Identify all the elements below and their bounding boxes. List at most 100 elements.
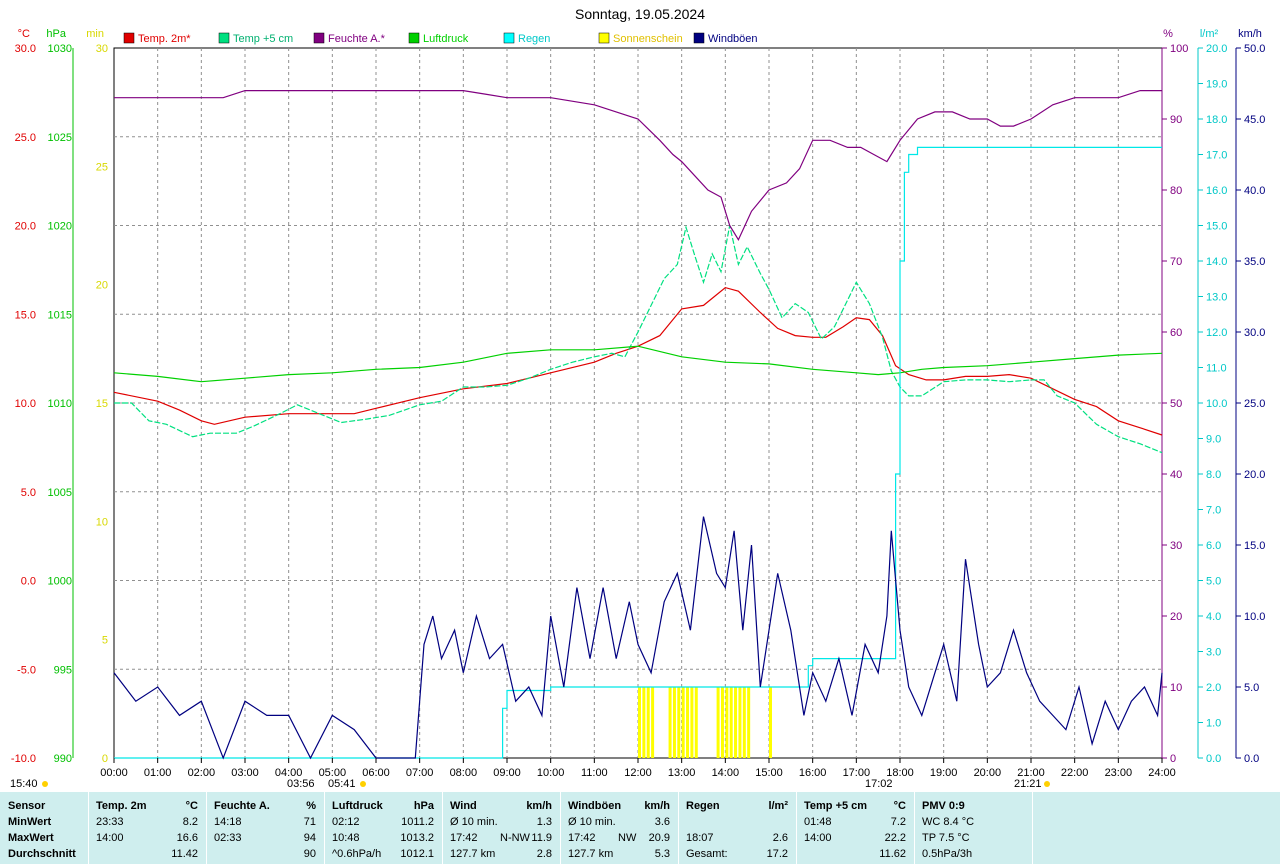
statistics-table: Sensor MinWert MaxWert Durchschnitt Temp… bbox=[0, 792, 1280, 864]
right-axes: 100908070605040302010020.019.018.017.016… bbox=[1161, 43, 1265, 765]
sunshine-bar bbox=[638, 687, 641, 758]
stats-value: 22.2 bbox=[884, 832, 906, 844]
rain-tick-label: 12.0 bbox=[1206, 327, 1227, 339]
moonrise-label: 03:56 bbox=[287, 778, 315, 790]
wind-tick-label: 0.0 bbox=[1244, 753, 1259, 765]
stats-time: 23:33 bbox=[96, 816, 124, 828]
time-tick-label: 09:00 bbox=[493, 767, 521, 779]
stats-value: 1013.2 bbox=[400, 832, 434, 844]
pressure-unit: hPa bbox=[46, 28, 66, 40]
stats-time: 02:33 bbox=[214, 832, 242, 844]
temp-tick-label: 0.0 bbox=[21, 576, 36, 588]
time-markers: 15:40 03:56 05:41 17:02 21:21 bbox=[10, 778, 1050, 790]
stats-value: 1012.1 bbox=[400, 848, 434, 860]
stats-col-feuchte-a-: Feuchte A.% 14:18 71 02:33 94 90 bbox=[206, 792, 325, 864]
series-line-feuchte-a bbox=[114, 90, 1162, 241]
stats-header-sensor: Sensor bbox=[8, 800, 46, 812]
sun-tick-label: 5 bbox=[102, 635, 108, 647]
time-tick-label: 15:00 bbox=[755, 767, 783, 779]
humidity-tick-label: 10 bbox=[1170, 682, 1182, 694]
chart-title: Sonntag, 19.05.2024 bbox=[575, 6, 705, 22]
pressure-tick-label: 1020 bbox=[48, 221, 72, 233]
stats-time: 127.7 km bbox=[450, 848, 496, 860]
wind-tick-label: 20.0 bbox=[1244, 469, 1265, 481]
sunshine-bar bbox=[686, 687, 690, 758]
stats-col-luftdruck: Luftdruck hPa 02:12 1011.2 10:48 1013.2 ^0.6hP… bbox=[324, 792, 443, 864]
series-line-regen bbox=[114, 146, 1162, 759]
sun-tick-label: 0 bbox=[102, 753, 108, 765]
wind-tick-label: 15.0 bbox=[1244, 540, 1265, 552]
rain-tick-label: 11.0 bbox=[1206, 363, 1227, 375]
stats-time: 17:42 bbox=[568, 832, 596, 844]
stats-value: 11.9 bbox=[531, 832, 552, 844]
time-tick-label: 16:00 bbox=[799, 767, 827, 779]
temp-tick-label: 25.0 bbox=[15, 132, 36, 144]
stats-unit: hPa bbox=[413, 800, 434, 812]
legend-label: Temp +5 cm bbox=[233, 33, 293, 45]
stats-col-pmv-0-9: PMV 0:9 WC 8.4 °C TP 7.5 °C 0.5hPa/3h bbox=[914, 792, 1033, 864]
time-tick-label: 00:00 bbox=[100, 767, 128, 779]
temp-tick-label: 30.0 bbox=[15, 43, 36, 55]
stats-time: Gesamt: bbox=[686, 848, 728, 860]
rain-tick-label: 4.0 bbox=[1206, 611, 1221, 623]
sun-tick-label: 30 bbox=[96, 43, 108, 55]
stats-value: 16.6 bbox=[176, 832, 198, 844]
series-line-windb-en bbox=[113, 516, 1163, 760]
rain-tick-label: 2.0 bbox=[1206, 682, 1221, 694]
stats-col-sensor: Sensor MinWert MaxWert Durchschnitt bbox=[0, 792, 89, 864]
stats-time: Ø 10 min. bbox=[450, 816, 498, 828]
stats-unit: km/h bbox=[644, 800, 670, 812]
rain-tick-label: 13.0 bbox=[1206, 292, 1227, 304]
stats-header: Feuchte A. bbox=[214, 800, 270, 812]
stats-header: Temp +5 cm bbox=[804, 800, 868, 812]
stats-value: 17.2 bbox=[766, 848, 788, 860]
time-tick-label: 22:00 bbox=[1061, 767, 1089, 779]
stats-time: 14:00 bbox=[804, 832, 832, 844]
temp-tick-label: 5.0 bbox=[21, 487, 36, 499]
stats-time: 10:48 bbox=[332, 832, 360, 844]
sunshine-bar bbox=[694, 687, 698, 758]
stats-col-regen: Regen l/m² 18:07 2.6 Gesamt: 17.2 bbox=[678, 792, 797, 864]
stats-time: 14:18 bbox=[214, 816, 242, 828]
time-tick-label: 23:00 bbox=[1105, 767, 1133, 779]
legend-swatch bbox=[218, 32, 230, 44]
pressure-tick-label: 1025 bbox=[48, 132, 72, 144]
humidity-tick-label: 100 bbox=[1170, 43, 1188, 55]
sunshine-bar bbox=[681, 687, 685, 758]
sunshine-bar bbox=[646, 687, 650, 758]
time-tick-label: 01:00 bbox=[144, 767, 172, 779]
pressure-tick-label: 1000 bbox=[48, 576, 72, 588]
stats-value: 71 bbox=[303, 816, 316, 828]
time-tick-label: 04:00 bbox=[275, 767, 303, 779]
temp-tick-label: 20.0 bbox=[15, 221, 36, 233]
sunshine-bar bbox=[725, 687, 729, 758]
series-line-temp-2m bbox=[113, 286, 1163, 436]
time-tick-label: 11:00 bbox=[581, 767, 608, 779]
stats-row-max: MaxWert bbox=[8, 832, 54, 844]
time-tick-label: 24:00 bbox=[1148, 767, 1176, 779]
time-tick-label: 05:00 bbox=[319, 767, 347, 779]
stats-value: 20.9 bbox=[648, 832, 670, 844]
pressure-tick-label: 1015 bbox=[48, 309, 72, 321]
time-tick-label: 14:00 bbox=[712, 767, 740, 779]
stats-time: 02:12 bbox=[332, 816, 360, 828]
sunshine-bar bbox=[642, 687, 646, 758]
legend-swatch bbox=[693, 32, 705, 44]
legend-swatch bbox=[313, 32, 325, 44]
rain-tick-label: 5.0 bbox=[1206, 576, 1221, 588]
stats-value: 11.42 bbox=[171, 848, 198, 860]
wind-tick-label: 45.0 bbox=[1244, 114, 1265, 126]
time-tick-label: 20:00 bbox=[974, 767, 1002, 779]
stats-time: Ø 10 min. bbox=[568, 816, 616, 828]
stats-col-wind: Wind km/h Ø 10 min. 1.3 17:42 N-NW 11.9 127.7 k… bbox=[442, 792, 561, 864]
wind-tick-label: 10.0 bbox=[1244, 611, 1265, 623]
rain-tick-label: 7.0 bbox=[1206, 505, 1221, 517]
sunshine-bar bbox=[720, 687, 724, 758]
legend: Temp. 2m* Temp +5 cm Feuchte A.* Luftdruck R… bbox=[123, 32, 758, 45]
time-tick-label: 13:00 bbox=[668, 767, 696, 779]
rain-tick-label: 14.0 bbox=[1206, 256, 1227, 268]
stats-unit: l/m² bbox=[768, 800, 788, 812]
left-axes: 30.025.020.015.010.05.00.0-5.0-10.010301… bbox=[11, 43, 108, 765]
time-tick-label: 10:00 bbox=[537, 767, 565, 779]
stats-time: 01:48 bbox=[804, 816, 832, 828]
